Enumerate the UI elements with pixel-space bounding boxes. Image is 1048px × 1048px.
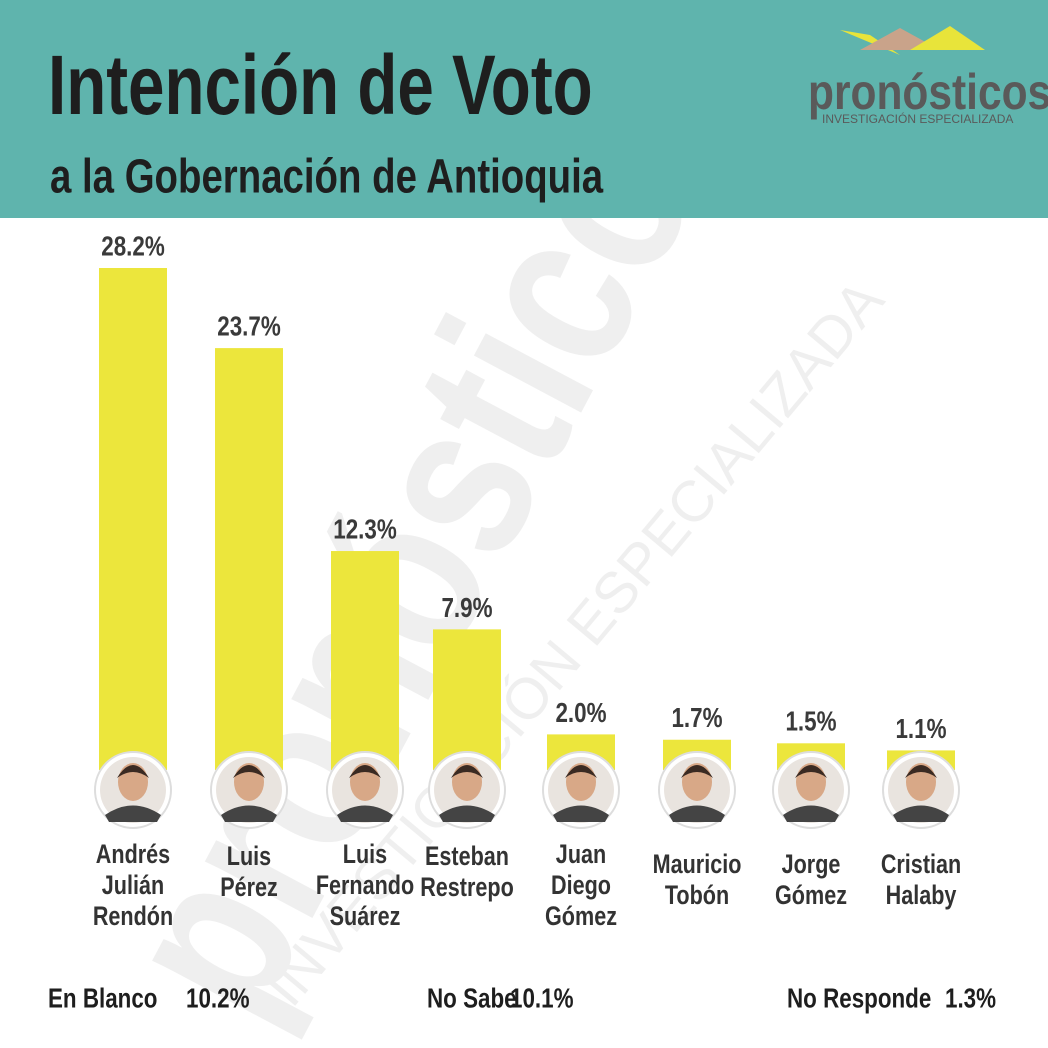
category-label: Tobón <box>665 881 729 911</box>
photo-body <box>439 805 495 822</box>
logo-shape <box>910 26 985 50</box>
photo-hair <box>565 765 597 778</box>
category-label: Esteban <box>425 842 509 872</box>
category-label: Suárez <box>330 902 401 932</box>
note-value: 10.2% <box>186 983 249 1014</box>
photo-body <box>669 805 725 822</box>
chart-subtitle: a la Gobernación de Antioquia <box>50 151 604 204</box>
category-label: Fernando <box>316 871 414 901</box>
category-label: Luis <box>227 842 271 872</box>
category-label: Andrés <box>96 840 170 870</box>
chart-title: Intención de Voto <box>48 38 593 132</box>
photo-hair <box>117 765 149 778</box>
photo-body <box>221 805 277 822</box>
bar <box>215 348 283 770</box>
photo-hair <box>349 765 381 778</box>
note-label: En Blanco <box>48 983 157 1014</box>
photo-hair <box>681 765 713 778</box>
category-label: Pérez <box>220 873 278 903</box>
note-value: 10.1% <box>510 983 573 1014</box>
photo-body <box>783 805 839 822</box>
category-label: Restrepo <box>420 873 514 903</box>
category-label: Gómez <box>775 881 847 911</box>
note-value: 1.3% <box>945 983 996 1014</box>
category-label: Juan <box>556 840 606 870</box>
bar <box>433 629 501 770</box>
candidate-photo <box>210 751 288 829</box>
value-label: 1.7% <box>671 703 722 734</box>
value-label: 12.3% <box>333 514 396 545</box>
category-label: Jorge <box>782 850 841 880</box>
photo-body <box>553 805 609 822</box>
note-label: No Responde <box>787 983 931 1014</box>
candidate-photo <box>542 751 620 829</box>
header <box>0 0 1048 218</box>
candidate-photo <box>326 751 404 829</box>
value-label: 1.1% <box>895 714 946 745</box>
photo-body <box>105 805 161 822</box>
photo-hair <box>905 765 937 778</box>
candidate-photo <box>772 751 850 829</box>
category-label: Diego <box>551 871 611 901</box>
photo-hair <box>795 765 827 778</box>
value-label: 7.9% <box>441 592 492 623</box>
candidate-photo <box>882 751 960 829</box>
photo-body <box>337 805 393 822</box>
photo-hair <box>451 765 483 778</box>
bar <box>99 268 167 770</box>
value-label: 23.7% <box>217 311 280 342</box>
bar <box>331 551 399 770</box>
candidate-photo <box>428 751 506 829</box>
category-label: Luis <box>343 840 387 870</box>
category-label: Rendón <box>93 902 173 932</box>
logo-tagline: INVESTIGACIÓN ESPECIALIZADA <box>822 111 1013 126</box>
note-label: No Sabe <box>427 983 517 1014</box>
category-label: Halaby <box>886 881 957 911</box>
value-label: 28.2% <box>101 231 164 262</box>
category-label: Julián <box>102 871 164 901</box>
photo-body <box>893 805 949 822</box>
candidate-photo <box>94 751 172 829</box>
category-label: Cristian <box>881 850 961 880</box>
category-label: Gómez <box>545 902 617 932</box>
candidate-photo <box>658 751 736 829</box>
category-label: Mauricio <box>653 850 742 880</box>
value-label: 1.5% <box>785 706 836 737</box>
logo: pronósticos INVESTIGACIÓN ESPECIALIZADA <box>808 26 1048 126</box>
value-label: 2.0% <box>555 698 606 729</box>
photo-hair <box>233 765 265 778</box>
logo-text: pronósticos <box>808 64 1048 120</box>
